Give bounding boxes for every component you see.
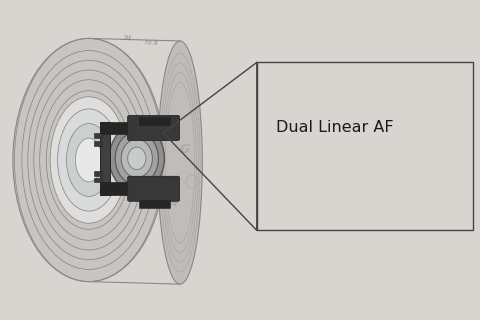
Ellipse shape xyxy=(13,38,165,282)
Text: F2.8: F2.8 xyxy=(144,40,158,46)
FancyBboxPatch shape xyxy=(128,116,180,140)
Bar xyxy=(257,62,473,230)
Ellipse shape xyxy=(50,97,128,223)
Bar xyxy=(94,171,102,176)
Text: Dual Linear AF: Dual Linear AF xyxy=(276,120,394,135)
Ellipse shape xyxy=(75,138,102,182)
Ellipse shape xyxy=(58,109,120,211)
Bar xyxy=(139,117,170,125)
Text: G: G xyxy=(180,143,190,156)
Ellipse shape xyxy=(128,147,146,170)
Ellipse shape xyxy=(121,139,153,178)
Bar xyxy=(100,122,174,134)
Text: AF: AF xyxy=(171,202,179,207)
Text: 24: 24 xyxy=(122,35,132,42)
Bar xyxy=(94,141,102,146)
Ellipse shape xyxy=(157,41,203,284)
Ellipse shape xyxy=(115,132,158,185)
FancyBboxPatch shape xyxy=(128,176,180,201)
Bar xyxy=(100,122,110,195)
Bar xyxy=(139,200,170,208)
Bar xyxy=(94,133,102,138)
Bar xyxy=(100,182,174,195)
Ellipse shape xyxy=(66,124,111,196)
Bar xyxy=(94,178,102,182)
Ellipse shape xyxy=(109,125,164,192)
